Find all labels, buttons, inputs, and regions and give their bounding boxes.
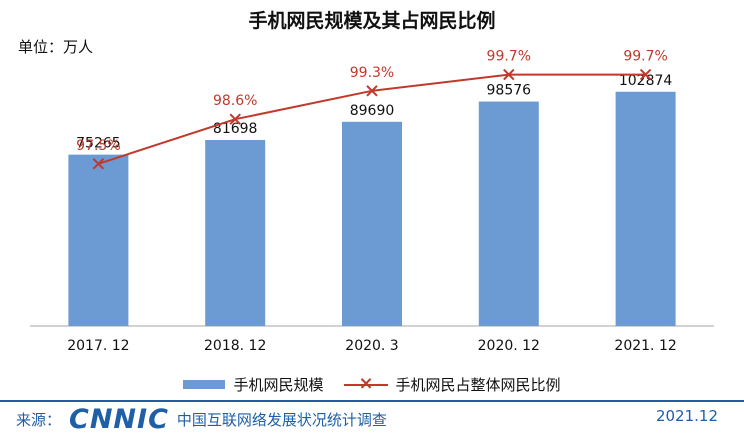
x-tick-label: 2018. 12	[204, 338, 266, 354]
footer: 来源： CNNIC 中国互联网络发展状况统计调查	[16, 404, 387, 435]
footer-date: 2021.12	[655, 407, 718, 425]
bar-value-label: 98576	[487, 83, 532, 99]
x-tick-label: 2017. 12	[67, 338, 129, 354]
bar	[205, 139, 266, 326]
line-value-label: 99.7%	[623, 49, 667, 65]
x-tick-label: 2020. 12	[478, 338, 540, 354]
bar	[478, 101, 539, 326]
report-name: 中国互联网络发展状况统计调查	[176, 411, 387, 429]
source-label: 来源：	[16, 411, 62, 429]
bar-swatch-icon	[183, 380, 226, 389]
footer-divider	[0, 400, 744, 402]
line-point	[366, 85, 378, 97]
line-value-label: 98.6%	[213, 93, 257, 109]
line-value-label: 97.5%	[76, 138, 120, 154]
line-point	[92, 158, 105, 170]
line-marker-icon	[343, 373, 388, 394]
unit-label: 单位：万人	[18, 38, 94, 56]
legend-line-label: 手机网民占整体网民比例	[395, 376, 561, 394]
bar	[342, 121, 402, 326]
line-point	[639, 68, 652, 81]
x-tick-label: 2020. 3	[345, 338, 398, 354]
legend-item-bar: 手机网民规模	[183, 374, 324, 395]
bar-value-label: 102874	[619, 73, 673, 89]
line-point	[229, 113, 241, 125]
x-tick-label: 2021. 12	[614, 338, 676, 354]
line-point	[503, 68, 515, 81]
bar-value-label: 75265	[76, 136, 121, 152]
legend-bar-label: 手机网民规模	[233, 376, 324, 394]
cnnic-logo: CNNIC	[69, 404, 169, 435]
chart-title: 手机网民规模及其占网民比例	[248, 10, 496, 32]
bar	[68, 154, 129, 326]
line-value-label: 99.7%	[487, 49, 531, 65]
bar-value-label: 81698	[213, 121, 258, 137]
legend-item-line: 手机网民占整体网民比例	[343, 373, 561, 395]
line-value-label: 99.3%	[350, 65, 394, 81]
bar-value-label: 89690	[350, 103, 395, 119]
bar	[615, 91, 676, 326]
chart-legend: 手机网民规模 手机网民占整体网民比例	[0, 373, 744, 395]
chart-plot: 75265 2017. 12 81698 2018. 12 89690 2020. 3 98…	[30, 49, 714, 354]
